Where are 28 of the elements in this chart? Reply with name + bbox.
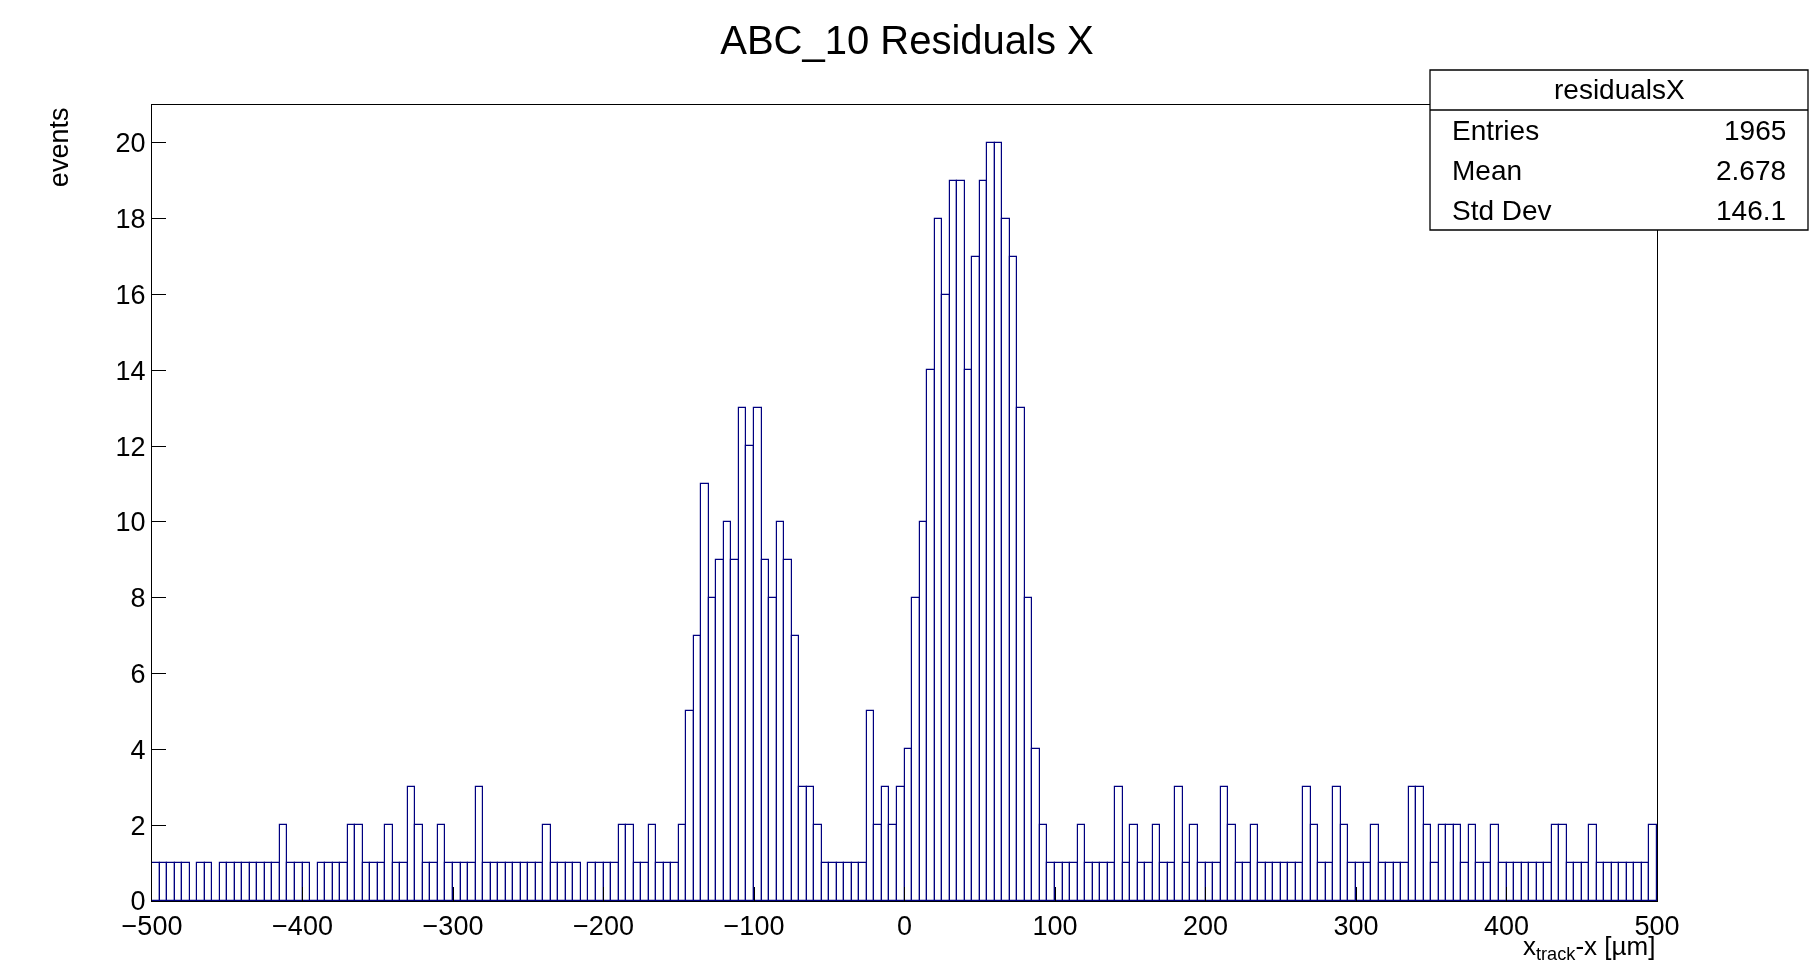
x-tick-label: 400 <box>1483 910 1530 941</box>
y-tick-label: 12 <box>115 431 146 462</box>
y-tick-label: 8 <box>130 583 146 614</box>
x-tick-label: −100 <box>723 910 785 941</box>
x-tick-label: −300 <box>422 910 484 941</box>
y-axis-title: events <box>44 107 75 188</box>
annotation: Entries <box>1452 115 1540 146</box>
annotation: Std Dev <box>1452 195 1552 226</box>
y-tick-label: 14 <box>115 355 146 386</box>
x-tick-label: 100 <box>1032 910 1078 941</box>
x-tick-label: −200 <box>573 910 634 941</box>
y-tick-label: 6 <box>130 659 146 690</box>
text: 1965 <box>1724 115 1787 146</box>
x-tick-label: −400 <box>272 910 333 941</box>
y-tick-label: 2 <box>130 810 146 841</box>
x-tick-label: 300 <box>1333 910 1379 941</box>
y-tick-label: 18 <box>115 204 146 235</box>
annotation: Mean <box>1452 155 1523 186</box>
x-tick-label: 0 <box>896 910 913 941</box>
y-tick-label: 10 <box>115 507 146 538</box>
y-tick-label: 4 <box>130 734 146 765</box>
annotation: residualsX <box>1554 74 1686 105</box>
text: 2.678 <box>1716 155 1787 186</box>
x-tick-label: 200 <box>1182 910 1229 941</box>
chart-title: ABC_10 Residuals X <box>720 18 1094 62</box>
text: 146.1 <box>1716 195 1787 226</box>
y-tick-label: 20 <box>115 128 146 159</box>
y-tick-label: 16 <box>115 279 146 310</box>
